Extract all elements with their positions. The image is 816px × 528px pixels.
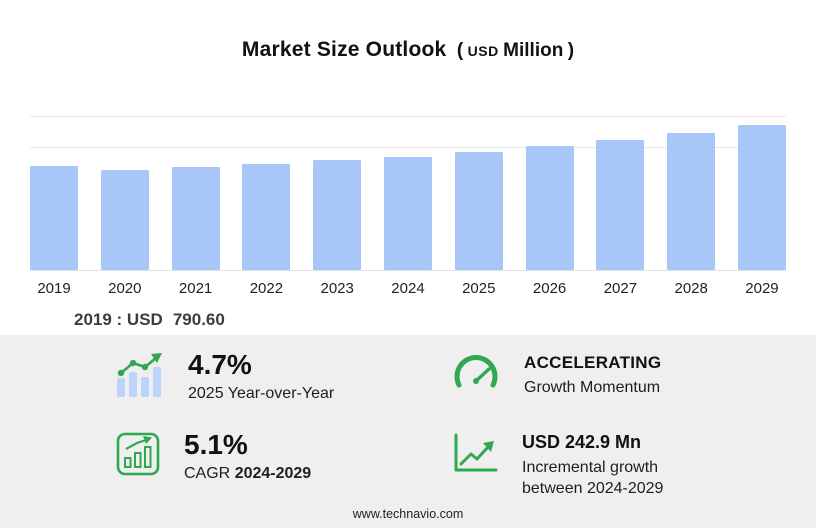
stat-yoy-text: 4.7% 2025 Year-over-Year [188,350,334,405]
x-axis-labels: 2019 2020 2021 2022 2023 2024 2025 2026 2027 2028… [30,280,786,297]
x-label-2020: 2020 [108,280,142,297]
framed-growth-chart-icon [116,432,160,481]
page-title: Market Size Outlook ( USD Million ) [0,38,816,62]
bar-chart-trend-icon [116,352,164,403]
base-year-label: 2019 : USD [74,310,163,329]
bar-2027 [596,140,645,270]
bar-2023 [313,160,362,270]
x-label-2019: 2019 [37,280,71,297]
stat-incremental-value: USD 242.9 Mn [522,431,642,452]
stat-yoy-label: 2025 Year-over-Year [188,385,335,403]
stats-grid: 4.7% 2025 Year-over-Year ACCELERATING Gr… [0,335,816,499]
x-label-2022: 2022 [249,280,284,297]
stats-panel: 4.7% 2025 Year-over-Year ACCELERATING Gr… [0,335,816,528]
gridline [30,147,786,148]
title-unit-word: Million [503,40,564,61]
gauge-icon [452,352,500,395]
title-paren-open: ( [456,40,464,61]
x-label-2028: 2028 [674,280,708,297]
chart-area: 2019 2020 2021 2022 2023 2024 2025 2026 2027 2028… [30,116,786,330]
stat-yoy: 4.7% 2025 Year-over-Year [116,350,452,405]
base-year-value: 2019 : USD 790.60 [74,310,786,330]
stat-cagr: 5.1% CAGR 2024-2029 [116,428,452,500]
stat-incremental-label-line1: Incremental growth [522,459,659,477]
x-label-2025: 2025 [462,280,496,297]
x-label-2023: 2023 [320,280,354,297]
stat-cagr-value: 5.1% [184,428,248,460]
stat-cagr-label-prefix: CAGR [184,465,231,483]
bar-2019 [30,166,78,270]
stat-incremental-label: Incremental growth between 2024-2029 [522,458,663,499]
x-label-2021: 2021 [178,280,213,297]
stat-momentum-label: Growth Momentum [524,379,661,396]
bar-chart: 2019 2020 2021 2022 2023 2024 2025 2026 2027 2028… [30,116,786,297]
bar-2022 [242,164,291,270]
bar-2021 [171,167,220,270]
stat-cagr-text: 5.1% CAGR 2024-2029 [184,428,311,485]
bar-2025 [454,152,503,270]
bar-2029 [737,125,786,270]
bars [30,116,786,271]
title-paren-close: ) [567,40,575,61]
x-label-2027: 2027 [603,280,638,297]
stat-yoy-value: 4.7% [188,349,252,380]
bar-2026 [525,146,574,270]
stat-momentum-value: ACCELERATING [524,353,662,372]
stat-cagr-label: CAGR 2024-2029 [184,464,311,484]
gridline [30,116,786,117]
bar-2024 [383,157,432,270]
stat-incremental-label-line2: between 2024-2029 [522,479,664,497]
stat-momentum-text: ACCELERATING Growth Momentum [524,350,661,398]
bar-2028 [667,133,716,270]
title-unit: ( USD Million ) [456,40,575,61]
bar-2020 [100,170,149,270]
x-label-2024: 2024 [391,280,425,297]
stat-cagr-label-range: 2024-2029 [234,465,312,483]
website-url: www.technavio.com [352,507,464,521]
title-text: Market Size Outlook [241,38,447,61]
stat-momentum: ACCELERATING Growth Momentum [452,350,786,405]
x-label-2026: 2026 [532,280,567,297]
stat-incremental: USD 242.9 Mn Incremental growth between … [452,430,786,500]
base-year-number: 790.60 [172,310,225,329]
x-label-2029: 2029 [745,280,779,297]
stat-incremental-text: USD 242.9 Mn Incremental growth between … [522,430,663,500]
title-currency: USD [467,43,499,59]
incremental-growth-icon [452,432,498,479]
